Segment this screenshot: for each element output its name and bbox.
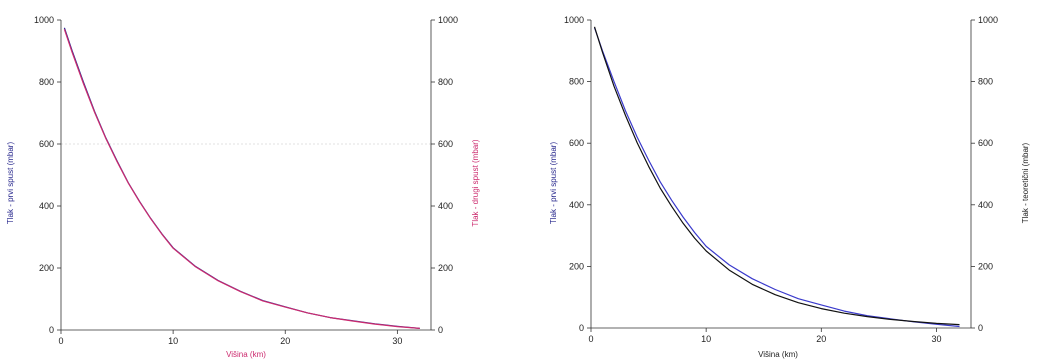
chart-left-x-tick-label-20: 20	[280, 336, 290, 346]
chart-left-y-right-tick-label-0: 0	[438, 325, 443, 335]
chart-left-y-right-tick-label-800: 800	[438, 77, 453, 87]
chart-right-y-axis-label-left: Tlak - prvi spust (mbar)	[549, 142, 558, 225]
chart-right-y-right-tick-label-200: 200	[978, 261, 993, 271]
chart-right-x-tick-labels: 0 10 20 30	[588, 334, 941, 344]
chart-right-y-right-tick-label-800: 800	[978, 77, 993, 87]
chart-left-series-line-1	[63, 29, 420, 329]
chart-right-x-tick-label-0: 0	[588, 334, 593, 344]
chart-left-y-left-tick-label-1000: 1000	[34, 15, 54, 25]
chart-left-y-left-tick-label-800: 800	[39, 77, 54, 87]
chart-right-y-right-tick-label-600: 600	[978, 138, 993, 148]
chart-right-y-right-tick-label-400: 400	[978, 200, 993, 210]
chart-left-y-right-tick-label-400: 400	[438, 201, 453, 211]
chart-right-series-line-0	[593, 27, 960, 328]
chart-right-y-left-tick-label-600: 600	[569, 138, 584, 148]
chart-left-y-left-tick-label-400: 400	[39, 201, 54, 211]
chart-left-series-line-0	[63, 27, 420, 329]
chart-right-y-left-tick-label-1000: 1000	[564, 15, 584, 25]
chart-left: 0 10 20 30 0 200 400 600 800 1000 0 200 400 600 800 1…	[6, 15, 480, 359]
chart-left-y-right-tick-label-600: 600	[438, 139, 453, 149]
chart-left-x-tick-label-0: 0	[58, 336, 63, 346]
chart-left-y-left-tick-label-200: 200	[39, 263, 54, 273]
chart-right-y-left-tick-label-0: 0	[579, 323, 584, 333]
chart-right: 0 10 20 30 0 200 400 600 800 1000 0 200 400 600 800 1…	[549, 15, 1030, 359]
chart-right-y-right-tick-label-1000: 1000	[978, 15, 998, 25]
chart-left-series	[63, 27, 420, 329]
chart-left-y-right-tick-label-200: 200	[438, 263, 453, 273]
chart-right-series	[593, 26, 960, 328]
chart-right-x-tick-label-30: 30	[931, 334, 941, 344]
chart-left-y-right-tick-label-1000: 1000	[438, 15, 458, 25]
chart-right-y-left-tick-label-200: 200	[569, 261, 584, 271]
chart-right-y-right-tick-label-0: 0	[978, 323, 983, 333]
chart-left-y-left-tick-label-600: 600	[39, 139, 54, 149]
chart-left-x-axis-label: Višina (km)	[226, 350, 266, 359]
chart-right-y-right-tick-labels: 0 200 400 600 800 1000	[978, 15, 998, 333]
chart-left-y-left-tick-label-0: 0	[49, 325, 54, 335]
chart-left-x-tick-label-10: 10	[168, 336, 178, 346]
chart-right-x-axis-label: Višina (km)	[758, 350, 798, 359]
chart-left-y-left-tick-labels: 0 200 400 600 800 1000	[34, 15, 54, 335]
chart-left-x-tick-labels: 0 10 20 30	[58, 336, 402, 346]
chart-right-x-tick-label-10: 10	[701, 334, 711, 344]
chart-right-y-axis-label-right: Tlak - teoretični (mbar)	[1021, 142, 1030, 223]
chart-left-x-tick-label-30: 30	[392, 336, 402, 346]
chart-left-y-right-tick-labels: 0 200 400 600 800 1000	[438, 15, 458, 335]
chart-left-y-axis-label-left: Tlak - prvi spust (mbar)	[6, 142, 15, 225]
chart-right-y-left-tick-labels: 0 200 400 600 800 1000	[564, 15, 584, 333]
chart-right-y-left-tick-label-800: 800	[569, 77, 584, 87]
chart-right-series-line-1	[593, 26, 960, 326]
chart-right-y-left-tick-label-400: 400	[569, 200, 584, 210]
chart-left-y-axis-label-right: Tlak - drugi spust (mbar)	[471, 139, 480, 226]
chart-right-x-tick-label-20: 20	[816, 334, 826, 344]
